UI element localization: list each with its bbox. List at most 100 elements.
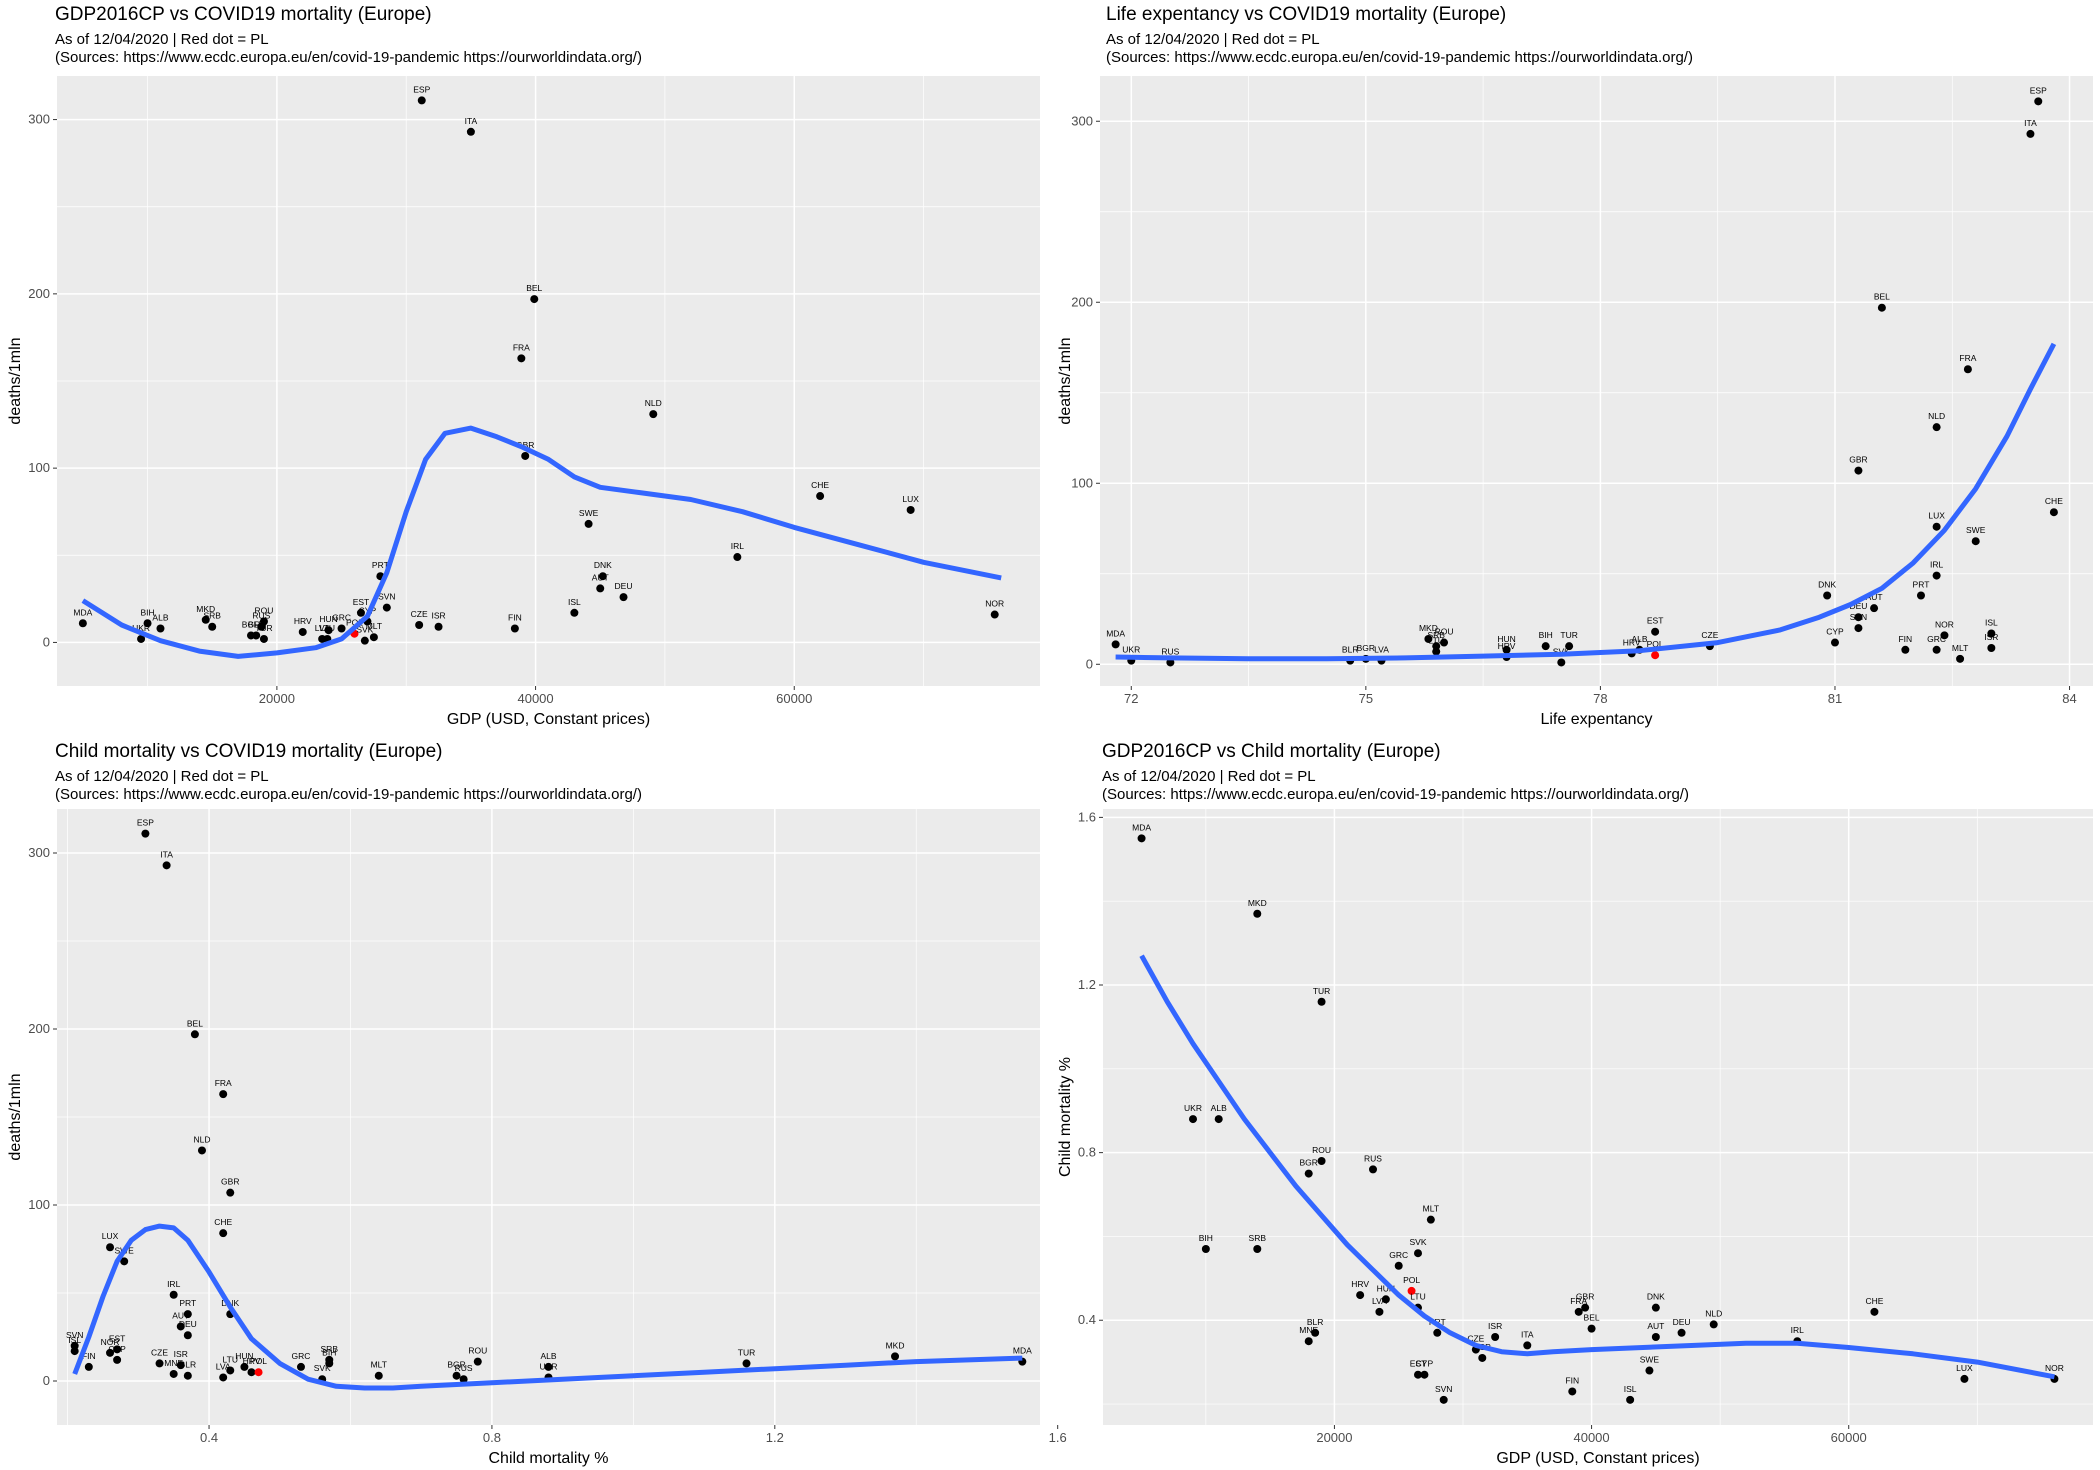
data-point — [259, 634, 268, 643]
chart-title: Child mortality vs COVID19 mortality (Eu… — [55, 741, 443, 762]
data-point-label: BIH — [1539, 630, 1553, 640]
data-point-label: EST — [1647, 616, 1664, 626]
x-axis-label: GDP (USD, Constant prices) — [1496, 1450, 1699, 1467]
data-point-label: LUX — [102, 1231, 119, 1241]
data-point-label: NOR — [2045, 1363, 2064, 1373]
data-point — [1214, 1115, 1223, 1124]
data-point-label: GRC — [1927, 634, 1946, 644]
data-point-label: SVK — [356, 625, 373, 635]
data-point-label: SVN — [378, 592, 395, 602]
data-point — [369, 633, 378, 642]
data-point-label: SVN — [1850, 612, 1867, 622]
data-point — [106, 1348, 115, 1357]
x-tick-label: 60000 — [776, 691, 812, 706]
data-point — [1651, 1333, 1660, 1341]
data-point-label: ALB — [1631, 634, 1647, 644]
data-point-label: SVN — [1435, 1384, 1452, 1394]
data-point-label: MKD — [1248, 898, 1267, 908]
data-point-label: POL — [1403, 1275, 1420, 1285]
plot-background — [1100, 76, 2093, 686]
data-point-label: MLT — [366, 621, 382, 631]
y-tick-label: 100 — [28, 460, 50, 475]
chart-title: GDP2016CP vs Child mortality (Europe) — [1102, 741, 1441, 762]
chart-subtitle-date: As of 12/04/2020 | Red dot = PL — [55, 768, 269, 785]
data-point-label: EST — [1410, 1359, 1427, 1369]
data-point-label: RUS — [455, 1363, 473, 1373]
data-point-label: NOR — [101, 1337, 120, 1347]
data-point — [619, 593, 628, 602]
data-point-label: BEL — [187, 1018, 203, 1028]
data-point-label: AUT — [172, 1310, 189, 1320]
data-point — [1854, 624, 1863, 633]
data-point-label: ITA — [465, 116, 478, 126]
chart-subtitle-sources: (Sources: https://www.ecdc.europa.eu/en/… — [55, 786, 642, 803]
data-point — [649, 410, 658, 419]
data-point — [1414, 1249, 1422, 1258]
x-tick-label: 75 — [1359, 691, 1373, 706]
data-point-label: HUN — [1497, 634, 1515, 644]
data-point-label: DNK — [1818, 579, 1836, 589]
x-axis-label: GDP (USD, Constant prices) — [447, 711, 650, 728]
data-point-label: CHE — [214, 1217, 232, 1227]
y-tick-label: 0.4 — [1078, 1312, 1096, 1327]
data-point — [356, 608, 365, 617]
chart-subtitle-date: As of 12/04/2020 | Red dot = PL — [1106, 31, 1320, 48]
data-point — [219, 1229, 228, 1238]
data-point — [162, 861, 171, 870]
data-point — [1830, 638, 1839, 647]
data-point-label: MDA — [1013, 1346, 1032, 1356]
data-point — [1901, 645, 1910, 654]
data-point-label: UKR — [1122, 645, 1140, 655]
data-point-label: LTU — [1428, 636, 1443, 646]
data-point-label: ITA — [2024, 118, 2037, 128]
data-point-label: MDA — [1132, 822, 1151, 832]
data-point — [1651, 1303, 1660, 1312]
data-point-label: PRT — [1913, 579, 1930, 589]
x-tick-label: 1.6 — [1049, 1430, 1067, 1445]
x-tick-label: 40000 — [517, 691, 553, 706]
data-point — [1317, 997, 1326, 1006]
data-point-label: SVN — [66, 1330, 83, 1340]
x-tick-label: 60000 — [1831, 1430, 1867, 1445]
data-point-label: ROU — [255, 606, 274, 616]
grid-lines — [1103, 809, 2093, 1425]
data-point — [106, 1243, 115, 1252]
y-tick-label: 1.6 — [1078, 809, 1096, 824]
x-tick-label: 78 — [1593, 691, 1607, 706]
data-point — [1304, 1169, 1313, 1178]
data-point — [1356, 1291, 1365, 1300]
grid-lines — [1100, 76, 2093, 686]
data-point-label: LUX — [1928, 511, 1945, 521]
data-point — [1478, 1353, 1487, 1362]
data-point — [1557, 658, 1566, 667]
data-point-label: CYP — [1826, 627, 1844, 637]
data-point-label: BGR — [447, 1360, 465, 1370]
chart-subtitle-sources: (Sources: https://www.ecdc.europa.eu/en/… — [1102, 786, 1689, 803]
data-point — [1491, 1333, 1500, 1341]
data-point-label: MDA — [73, 607, 92, 617]
data-point — [1502, 645, 1511, 654]
data-point-label: FIN — [1898, 634, 1912, 644]
data-point-label: SRB — [1427, 630, 1445, 640]
data-point-label: MLT — [1952, 643, 1968, 653]
x-tick-label: 0.8 — [483, 1430, 501, 1445]
chart-panel-gdp-vs-covid: GDP2016CP vs COVID19 mortality (Europe) … — [0, 0, 1050, 735]
data-point — [596, 584, 605, 593]
data-point-label: TUR — [738, 1347, 755, 1357]
data-point-label: DEU — [179, 1319, 197, 1329]
data-point-label: HRV — [1351, 1279, 1369, 1289]
data-point-label: CZE — [411, 609, 428, 619]
data-point — [1645, 1366, 1654, 1375]
data-point-label: FRA — [215, 1078, 232, 1088]
data-point-label: POL — [1647, 639, 1664, 649]
y-tick-label: 200 — [28, 286, 50, 301]
data-point — [1971, 537, 1980, 546]
data-point — [1311, 1328, 1320, 1337]
y-axis-label: deaths/1mln — [7, 337, 24, 424]
data-point-label: HRV — [243, 1356, 261, 1366]
data-point-label: POL — [250, 1356, 267, 1366]
chart-panel-life-vs-covid: Life expentancy vs COVID19 mortality (Eu… — [1050, 0, 2100, 735]
data-point — [1651, 627, 1660, 636]
data-point — [324, 626, 333, 635]
data-point — [259, 617, 268, 626]
